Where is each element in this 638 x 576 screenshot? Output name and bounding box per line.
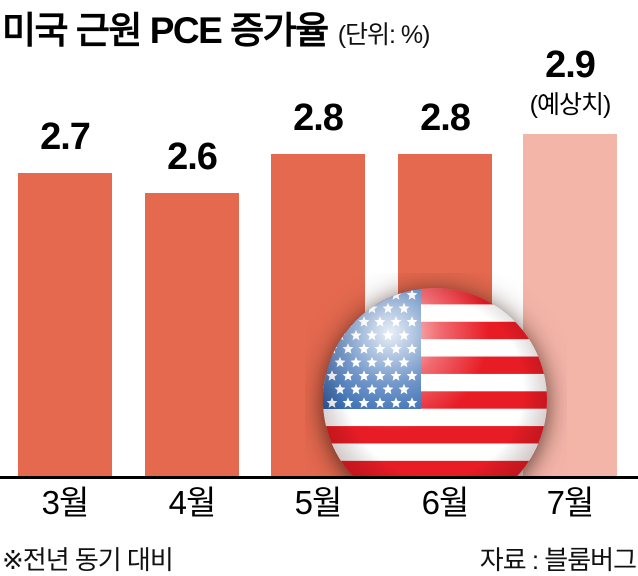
bar-1 bbox=[18, 173, 112, 477]
chart-header: 미국 근원 PCE 증가율 (단위: %) bbox=[2, 0, 431, 54]
bar-value-5: 2.9 bbox=[545, 44, 596, 86]
x-axis-line bbox=[0, 476, 638, 479]
bar-value-1: 2.7 bbox=[40, 116, 91, 158]
us-flag-ball-clip bbox=[305, 273, 567, 476]
bar-value-2: 2.6 bbox=[167, 136, 218, 178]
bar-value-4: 2.8 bbox=[420, 97, 471, 139]
axis-label-5: 7월 bbox=[546, 484, 595, 521]
us-flag-ball-icon bbox=[323, 288, 547, 476]
axis-label-2: 4월 bbox=[168, 484, 217, 521]
page-title: 미국 근원 PCE 증가율 bbox=[2, 10, 329, 51]
forecast-note: (예상치) bbox=[529, 91, 612, 119]
axis-label-1: 3월 bbox=[41, 484, 90, 521]
bar-2 bbox=[145, 193, 239, 477]
footer-note: ※전년 동기 대비 bbox=[2, 545, 174, 575]
footer-source: 자료 : 블룸버그 bbox=[479, 545, 637, 575]
bar-value-3: 2.8 bbox=[293, 97, 344, 139]
axis-label-3: 5월 bbox=[294, 484, 343, 521]
unit-label: (단위: %) bbox=[337, 21, 431, 49]
axis-label-4: 6월 bbox=[421, 484, 470, 521]
